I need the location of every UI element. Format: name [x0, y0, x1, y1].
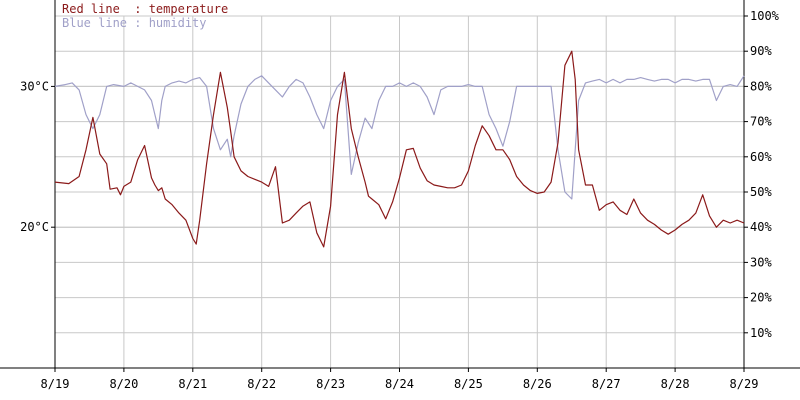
- right-tick-label-6: 70%: [750, 115, 772, 129]
- axes: [0, 0, 800, 372]
- x-tick-label-9: 8/28: [661, 377, 690, 391]
- right-tick-label-7: 80%: [750, 79, 772, 93]
- x-tick-label-8: 8/27: [592, 377, 621, 391]
- legend-temperature: Red line : temperature: [62, 2, 228, 16]
- grid: [54, 15, 745, 368]
- x-tick-label-3: 8/22: [247, 377, 276, 391]
- right-tick-label-2: 30%: [750, 255, 772, 269]
- temperature-line: [54, 50, 745, 248]
- x-tick-label-2: 8/21: [178, 377, 207, 391]
- right-axis-tick-labels: 10% 20% 30% 40% 50% 60% 70% 80% 90% 100%: [750, 9, 780, 340]
- x-tick-label-7: 8/26: [523, 377, 552, 391]
- legend-humidity: Blue line : humidity: [62, 16, 207, 30]
- right-tick-label-0: 10%: [750, 326, 772, 340]
- x-tick-label-10: 8/29: [730, 377, 759, 391]
- x-tick-label-0: 8/19: [41, 377, 70, 391]
- left-axis-tick-labels: 20°C 30°C: [20, 79, 49, 234]
- x-tick-label-4: 8/23: [316, 377, 345, 391]
- left-tick-label-1: 30°C: [20, 79, 49, 93]
- right-tick-label-5: 60%: [750, 150, 772, 164]
- right-tick-label-3: 40%: [750, 220, 772, 234]
- right-tick-label-9: 100%: [750, 9, 780, 23]
- series-lines: [54, 50, 745, 248]
- right-tick-label-8: 90%: [750, 44, 772, 58]
- humidity-line: [54, 75, 745, 200]
- x-tick-label-5: 8/24: [385, 377, 414, 391]
- left-tick-label-0: 20°C: [20, 220, 49, 234]
- x-tick-label-1: 8/20: [109, 377, 138, 391]
- right-tick-label-4: 50%: [750, 185, 772, 199]
- right-tick-label-1: 20%: [750, 291, 772, 305]
- x-tick-labels: 8/19 8/20 8/21 8/22 8/23 8/24 8/25 8/26 8/27 8/28…: [41, 377, 759, 391]
- x-tick-label-6: 8/25: [454, 377, 483, 391]
